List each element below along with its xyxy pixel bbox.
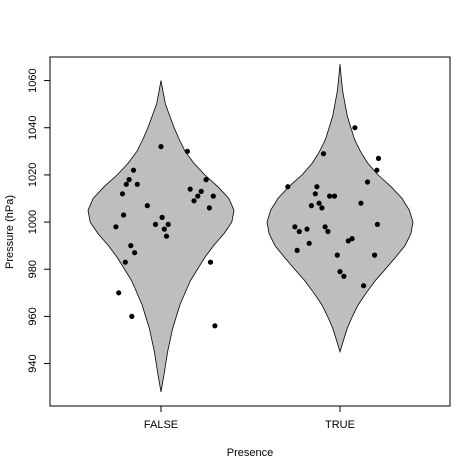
- violin-true: [266, 64, 414, 354]
- y-tick-label: 1000: [27, 210, 39, 234]
- data-point-false: [116, 290, 122, 296]
- data-point-true: [296, 228, 302, 235]
- data-point-false: [113, 224, 119, 230]
- data-point-false: [129, 313, 135, 319]
- data-point-true: [341, 273, 347, 279]
- data-point-false: [195, 193, 201, 199]
- data-point-true: [374, 167, 380, 173]
- data-point-false: [144, 203, 150, 209]
- data-point-false: [122, 259, 128, 265]
- data-point-true: [345, 238, 351, 244]
- data-point-true: [325, 228, 331, 235]
- x-axis-label: Presence: [227, 447, 273, 459]
- data-point-true: [331, 193, 338, 199]
- data-point-true: [372, 252, 378, 258]
- data-point-true: [375, 155, 382, 161]
- data-point-false: [206, 205, 212, 211]
- data-point-false: [163, 233, 170, 239]
- data-point-true: [334, 252, 340, 258]
- y-tick-label: 1040: [27, 116, 39, 140]
- data-point-false: [152, 221, 159, 227]
- data-point-true: [292, 224, 298, 230]
- y-axis-label: Pressure (hPa): [4, 195, 16, 269]
- data-point-false: [198, 188, 204, 194]
- data-point-true: [358, 200, 364, 206]
- data-point-true: [306, 240, 312, 246]
- data-point-false: [184, 148, 190, 154]
- violins-layer: [87, 64, 414, 392]
- data-point-false: [203, 177, 209, 183]
- data-point-false: [128, 243, 134, 249]
- data-point-false: [121, 212, 127, 218]
- y-tick-label: 940: [27, 354, 39, 372]
- data-point-false: [159, 214, 165, 220]
- data-point-true: [349, 236, 355, 242]
- data-point-false: [119, 191, 126, 197]
- data-point-false: [158, 144, 164, 150]
- data-point-false: [210, 193, 216, 199]
- data-point-true: [364, 179, 371, 185]
- y-axis: 940 960 980 1000 1020 1040 1060: [27, 68, 50, 373]
- data-point-true: [320, 151, 327, 157]
- data-point-false: [132, 250, 138, 256]
- violin-false: [87, 80, 235, 392]
- data-point-true: [314, 184, 320, 190]
- data-point-false: [212, 323, 218, 329]
- data-point-true: [316, 200, 322, 206]
- y-tick-label: 1020: [27, 163, 39, 187]
- data-point-true: [304, 226, 310, 232]
- y-tick-label: 1060: [27, 68, 39, 92]
- data-point-true: [312, 191, 318, 197]
- data-point-true: [361, 283, 367, 289]
- data-point-true: [319, 205, 325, 211]
- data-point-true: [337, 269, 343, 275]
- data-point-false: [187, 186, 193, 192]
- x-tick-label: TRUE: [325, 419, 355, 431]
- data-point-true: [285, 184, 291, 190]
- data-point-false: [161, 226, 167, 232]
- data-point-true: [308, 203, 314, 209]
- data-point-true: [352, 125, 358, 131]
- plot-frame: [49, 56, 451, 407]
- data-point-true: [322, 224, 328, 230]
- data-point-true: [327, 193, 333, 199]
- data-point-false: [165, 221, 171, 227]
- data-point-false: [126, 177, 132, 183]
- data-point-true: [294, 247, 300, 253]
- data-point-false: [123, 181, 129, 187]
- points-layer: [113, 125, 382, 329]
- x-axis: FALSE TRUE: [144, 406, 355, 431]
- data-point-false: [207, 259, 214, 265]
- x-tick-label: FALSE: [144, 419, 178, 431]
- data-point-false: [130, 167, 137, 173]
- data-point-false: [134, 181, 140, 187]
- data-point-true: [374, 221, 380, 227]
- y-tick-label: 980: [27, 260, 39, 278]
- data-point-false: [191, 198, 197, 204]
- y-tick-label: 960: [27, 307, 39, 325]
